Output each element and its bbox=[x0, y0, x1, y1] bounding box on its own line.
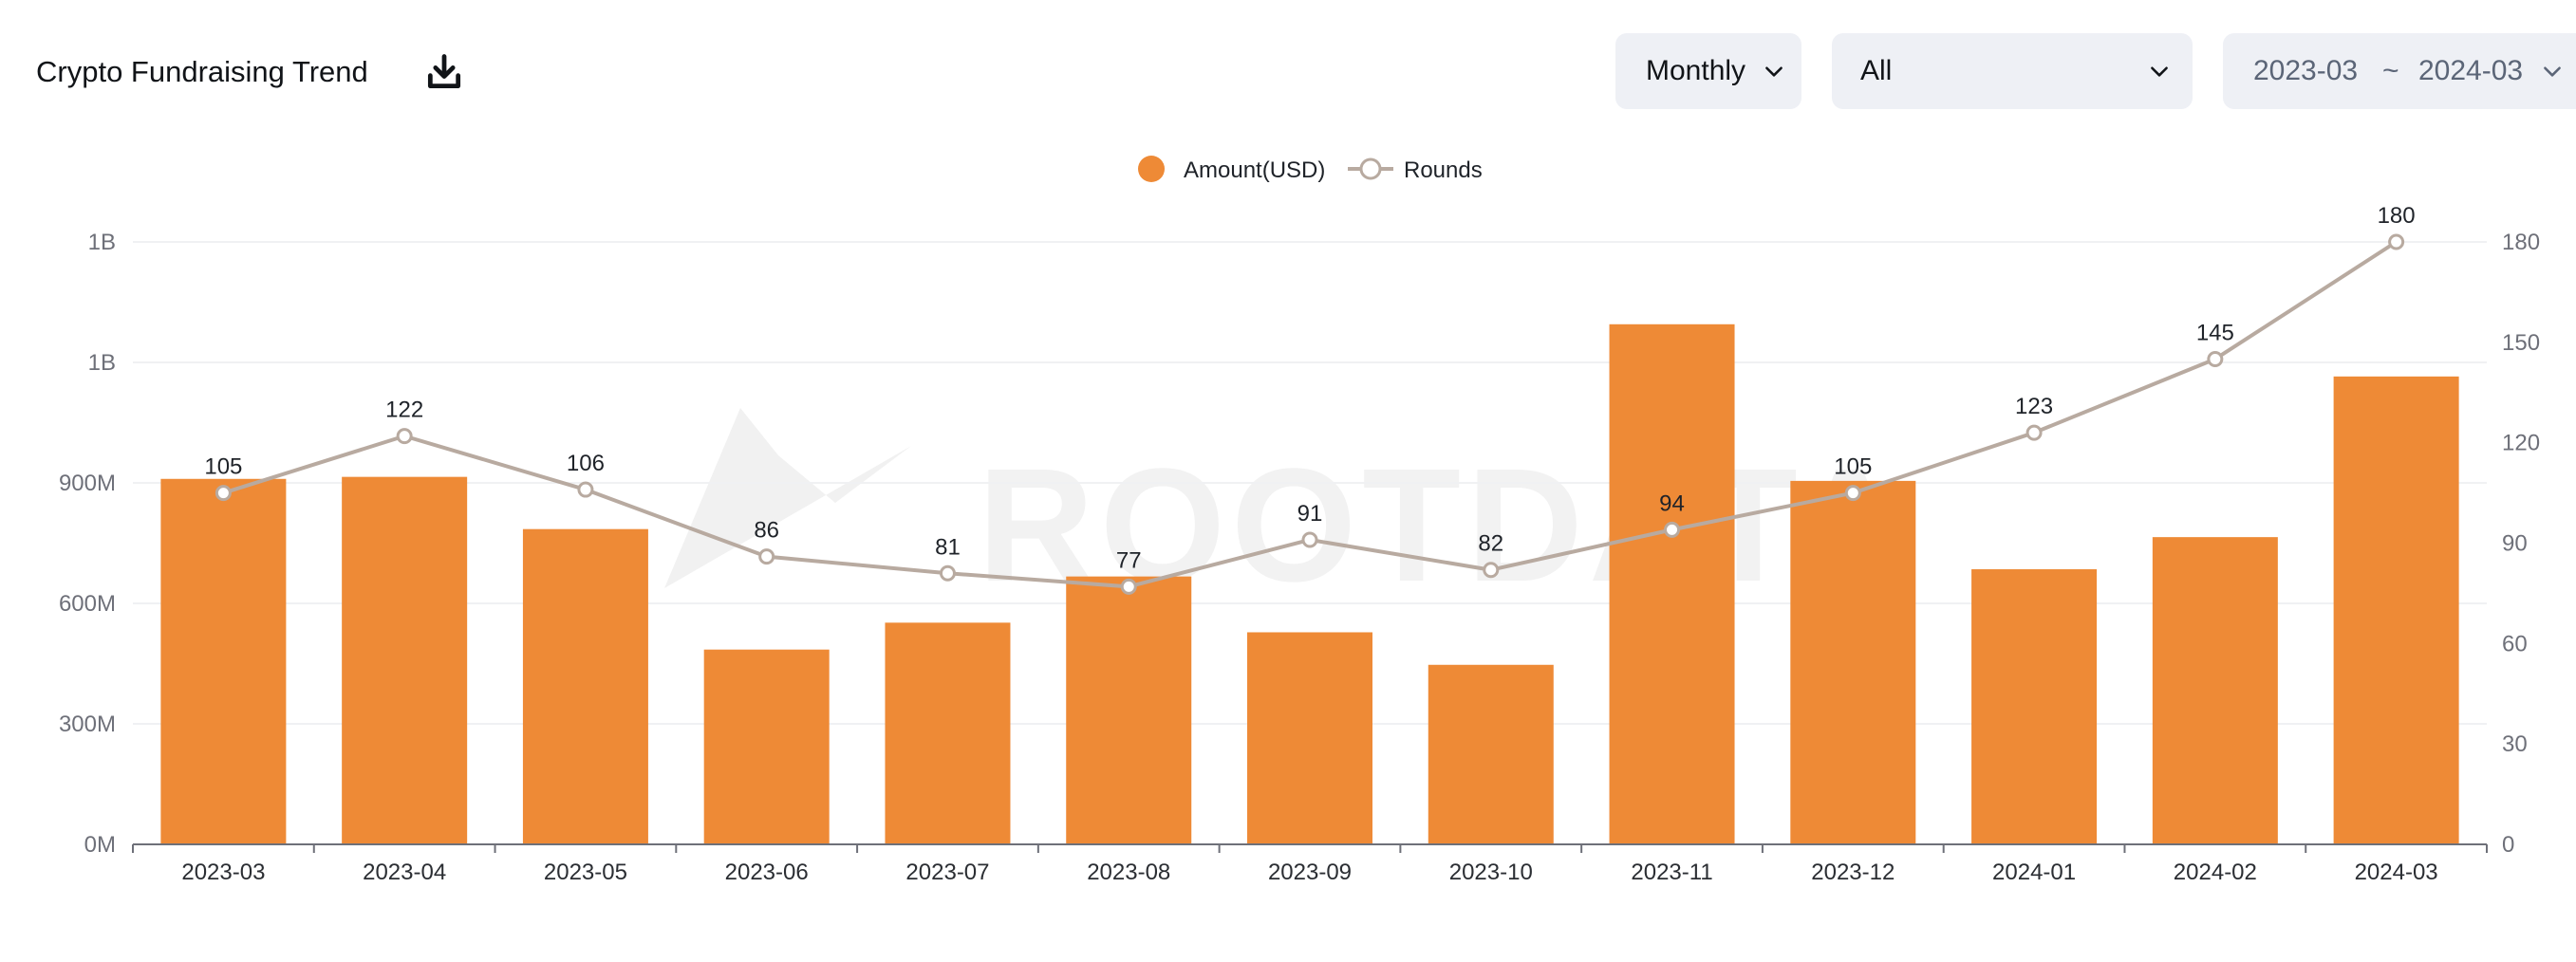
axes: 2023-03 2023-04 2023-05 2023-06 2023-07 2023-… bbox=[59, 230, 2540, 885]
chevron-down-icon bbox=[2544, 66, 2561, 77]
x-tick-label: 2024-01 bbox=[1992, 860, 2076, 885]
date-range-separator: ~ bbox=[2382, 55, 2399, 86]
x-tick-label: 2023-06 bbox=[725, 860, 809, 885]
amount-bar bbox=[522, 528, 648, 844]
rounds-point bbox=[2025, 424, 2043, 441]
category-select[interactable]: All bbox=[1832, 33, 2193, 109]
y-right-tick-label: 0 bbox=[2502, 832, 2514, 858]
x-tick-label: 2024-03 bbox=[2355, 860, 2438, 885]
x-tick-label: 2023-05 bbox=[544, 860, 627, 885]
rounds-point bbox=[2207, 350, 2224, 367]
y-right-tick-label: 150 bbox=[2502, 330, 2540, 356]
rounds-point bbox=[577, 481, 594, 498]
rounds-point bbox=[758, 548, 775, 565]
y-left-tick-label: 900M bbox=[59, 471, 116, 496]
chevron-down-icon bbox=[1765, 66, 1783, 77]
rounds-data-label: 122 bbox=[385, 398, 423, 423]
chart-title: Crypto Fundraising Trend bbox=[36, 55, 368, 88]
y-right-tick-label: 90 bbox=[2502, 531, 2528, 557]
y-left-tick-label: 300M bbox=[59, 712, 116, 737]
watermark-logo bbox=[664, 408, 911, 588]
rounds-point bbox=[1301, 531, 1318, 548]
amount-bar bbox=[1247, 632, 1372, 844]
rounds-data-label: 82 bbox=[1478, 531, 1503, 557]
rounds-data-label: 94 bbox=[1659, 490, 1685, 516]
y-left-tick-label: 1B bbox=[88, 350, 116, 376]
rounds-point bbox=[396, 428, 413, 445]
x-tick-label: 2023-08 bbox=[1087, 860, 1170, 885]
amount-bar bbox=[2333, 376, 2459, 844]
frequency-select[interactable]: Monthly bbox=[1615, 33, 1801, 109]
y-right-tick-label: 30 bbox=[2502, 731, 2528, 757]
date-range-picker[interactable]: 2023-03 ~ 2024-03 bbox=[2223, 33, 2576, 109]
rounds-data-label: 81 bbox=[935, 534, 961, 560]
rounds-data-label: 106 bbox=[567, 451, 605, 476]
rounds-point bbox=[1844, 485, 1861, 502]
x-tick-label: 2023-04 bbox=[363, 860, 446, 885]
download-icon[interactable] bbox=[423, 51, 465, 93]
amount-bar bbox=[703, 649, 830, 844]
rounds-point bbox=[2388, 233, 2405, 250]
rounds-data-label: 145 bbox=[2196, 320, 2234, 345]
legend-amount-marker bbox=[1138, 156, 1165, 182]
chart-header: Crypto Fundraising Trend Monthly All 202… bbox=[0, 0, 2576, 142]
amount-bar bbox=[1790, 480, 1916, 844]
rounds-point bbox=[939, 564, 956, 582]
amount-bar bbox=[2152, 537, 2278, 844]
rounds-data-label: 123 bbox=[2015, 394, 2053, 419]
chevron-down-icon bbox=[2151, 66, 2168, 77]
frequency-value: Monthly bbox=[1646, 55, 1746, 86]
amount-bar bbox=[1066, 576, 1192, 844]
x-tick-label: 2023-09 bbox=[1268, 860, 1352, 885]
amount-bars bbox=[160, 324, 2459, 844]
rounds-data-label: 77 bbox=[1116, 547, 1142, 573]
rounds-data-label: 105 bbox=[1834, 454, 1872, 480]
date-range-from[interactable]: 2023-03 bbox=[2253, 55, 2359, 86]
category-value: All bbox=[1860, 55, 1893, 86]
amount-bar bbox=[1428, 664, 1554, 844]
rounds-line: 105 122 106 86 81 77 91 82 94 105 123 145 180 bbox=[204, 203, 2416, 595]
y-left-tick-label: 600M bbox=[59, 591, 116, 617]
amount-bar bbox=[160, 478, 287, 844]
x-tick-label: 2023-11 bbox=[1631, 860, 1712, 885]
amount-bar bbox=[885, 622, 1011, 844]
legend-rounds-label: Rounds bbox=[1404, 157, 1483, 183]
rounds-point bbox=[1120, 578, 1137, 595]
rounds-data-label: 91 bbox=[1297, 501, 1323, 527]
y-right-tick-label: 180 bbox=[2502, 230, 2540, 255]
chart-legend: Amount(USD) Rounds bbox=[1138, 156, 1483, 183]
y-right-tick-label: 120 bbox=[2502, 431, 2540, 456]
rounds-point bbox=[1483, 562, 1500, 579]
x-tick-label: 2023-07 bbox=[905, 860, 989, 885]
y-right-tick-label: 60 bbox=[2502, 631, 2528, 657]
y-left-tick-label: 1B bbox=[88, 230, 116, 255]
x-tick-label: 2023-10 bbox=[1449, 860, 1533, 885]
x-tick-label: 2024-02 bbox=[2174, 860, 2257, 885]
x-tick-label: 2023-03 bbox=[181, 860, 265, 885]
rounds-data-label: 86 bbox=[754, 518, 779, 544]
rounds-data-label: 105 bbox=[204, 454, 242, 480]
amount-bar bbox=[1609, 324, 1735, 844]
rounds-point bbox=[1664, 521, 1681, 538]
legend-amount-label: Amount(USD) bbox=[1184, 157, 1325, 183]
legend-rounds-marker bbox=[1359, 157, 1382, 180]
amount-bar bbox=[342, 476, 468, 844]
x-tick-label: 2023-12 bbox=[1811, 860, 1895, 885]
rounds-point bbox=[215, 485, 232, 502]
rounds-data-label: 180 bbox=[2378, 203, 2416, 229]
y-left-tick-label: 0M bbox=[84, 832, 116, 858]
amount-bar bbox=[1971, 569, 2098, 844]
date-range-to[interactable]: 2024-03 bbox=[2418, 55, 2524, 86]
